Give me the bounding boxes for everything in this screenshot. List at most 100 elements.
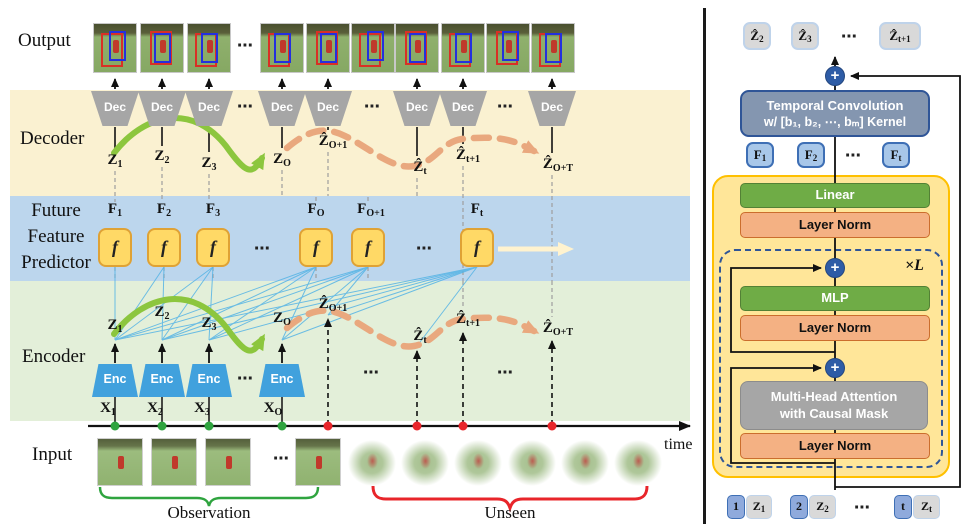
z-label: Z1 [107,317,123,335]
person-figure [551,40,557,53]
add-node: + [825,66,845,86]
f-feature-label: FO [307,201,325,219]
z-hat-label: ẐO+T [542,156,574,174]
person-figure [506,40,512,53]
blurred-unseen-frame [454,440,502,486]
position-index-box: t [894,495,912,519]
decoder-ellipsis: ⋯ [237,96,253,116]
mlp-block: MLP [740,286,930,311]
blue-bbox [274,33,291,63]
unseen-label: Unseen [484,503,536,522]
output-frame [441,23,485,73]
output-frame [260,23,304,73]
output-frame [306,23,350,73]
person-figure [160,40,166,53]
row-label-input: Input [32,444,73,465]
blue-bbox [409,33,426,63]
layer-norm-block: Layer Norm [740,212,930,238]
layer-norm-block: Layer Norm [740,433,930,459]
z-token-box: Zt [913,495,940,519]
z-label: Z3 [201,315,217,333]
input-frame [97,438,143,486]
predicted-z-output-box: Ẑt+1 [879,22,921,50]
row-label-output: Output [18,30,71,51]
person-figure [461,40,467,53]
blurred-unseen-frame [561,440,609,486]
predictor-f-block: f [460,228,494,267]
red-bbox [405,31,427,65]
red-bbox [359,33,381,67]
position-index-box: 2 [790,495,808,519]
add-node: + [825,258,845,278]
z-token-box: Z2 [809,495,836,519]
blurred-unseen-frame [614,440,662,486]
feature-input-box: F2 [797,142,825,168]
predictor-line-3: Predictor [21,252,91,273]
decoder-ellipsis: ⋯ [364,96,380,116]
f-feature-label: Ft [470,201,484,219]
z-hat-label: ẐO+1 [318,296,348,314]
blue-bbox [201,33,218,63]
input-frame [151,438,197,486]
time-axis-label: time [664,436,693,453]
layer-norm-block: Layer Norm [740,315,930,341]
z-hat-label: Ẑt [413,159,427,177]
f-feature-label: FO+1 [357,201,385,219]
mha-line2: with Causal Mask [779,406,889,421]
blue-bbox [367,31,384,61]
x-label: X3 [194,400,210,418]
z-hat-label: Ẑt [413,328,427,346]
x-label: XO [263,400,283,418]
output-frame [93,23,137,73]
blue-bbox [109,31,126,61]
decoder-ellipsis: ⋯ [497,96,513,116]
linear-block: Linear [740,183,930,208]
predictor-ellipsis: ⋯ [254,238,270,258]
output-frame [395,23,439,73]
predictor-f-block: f [98,228,132,267]
input-ellipsis: ⋯ [273,448,289,468]
predictor-f-block: f [196,228,230,267]
f-feature-label: F1 [107,201,123,219]
x-label: X1 [100,400,116,418]
z-token-box: Z1 [746,495,772,519]
enc-block: Enc [259,364,305,397]
predicted-z-output-box: Ẑ2 [743,22,771,50]
timeline-unseen-dots [323,421,557,431]
mha-line1: Multi-Head Attention [770,389,898,404]
row-label-encoder: Encoder [22,346,86,367]
red-bbox [101,33,123,67]
temporal-conv-line1: Temporal Convolution [766,98,904,113]
blue-bbox [545,33,562,63]
z-label: Z1 [107,152,123,170]
temporal-conv-line2: w/ [b₁, b₂, ⋯, bₘ] Kernel [763,115,907,129]
row-label-decoder: Decoder [20,128,85,149]
loop-count-label: ×L [905,257,924,274]
person-figure [172,456,178,469]
predictor-line-2: Feature [27,226,85,247]
blue-bbox [320,33,337,63]
row-label-predictor: Future Feature Predictor [8,198,104,276]
output-arrows [111,78,556,89]
z-hat-label: ẐO+T [542,320,574,338]
observation-label: Observation [167,503,251,522]
person-figure [371,40,377,53]
z-label: ZO [273,151,291,169]
blurred-unseen-frame [401,440,449,486]
encoder-ellipsis: ⋯ [237,368,253,388]
person-figure [207,40,213,53]
predictor-f-block: f [299,228,333,267]
predictor-f-block: f [351,228,385,267]
input-frame [295,438,341,486]
feature-input-box: Ft [882,142,910,168]
output-frame [187,23,231,73]
output-row-ellipsis: ⋯ [841,26,857,46]
z-label: Z2 [154,148,170,166]
f-feature-label: F3 [205,201,221,219]
add-node: + [825,358,845,378]
token-row-ellipsis: ⋯ [854,497,870,517]
f-feature-label: F2 [156,201,172,219]
position-index-box: 1 [727,495,745,519]
output-frame [531,23,575,73]
